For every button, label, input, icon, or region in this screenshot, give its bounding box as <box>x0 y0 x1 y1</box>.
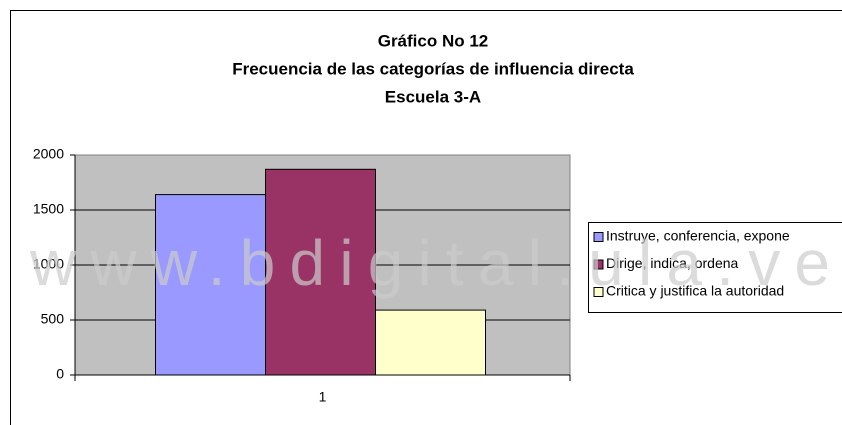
legend-label: Dirige, indica, ordena <box>606 255 739 271</box>
x-tick-label: 1 <box>319 389 327 405</box>
legend-swatch <box>593 232 604 242</box>
legend-swatch <box>593 287 604 297</box>
chart-title: Frecuencia de las categorías de influenc… <box>232 59 634 78</box>
y-tick-label: 0 <box>56 366 64 382</box>
chart-title: Escuela 3-A <box>385 87 481 106</box>
legend-box <box>588 222 842 313</box>
legend-swatch <box>593 259 604 270</box>
bar <box>265 168 376 376</box>
bar <box>375 309 486 376</box>
legend-label: Critica y justifica la autoridad <box>606 283 784 299</box>
watermark: www.bdigital.ula.ve <box>29 227 830 299</box>
legend-label: Instruye, conferencia, expone <box>606 228 790 244</box>
y-tick-label: 1500 <box>33 201 64 217</box>
y-tick-label: 500 <box>41 311 65 327</box>
y-tick-label: 2000 <box>33 146 64 162</box>
y-tick-label: 1000 <box>33 256 64 272</box>
chart-title: Gráfico No 12 <box>378 31 489 50</box>
